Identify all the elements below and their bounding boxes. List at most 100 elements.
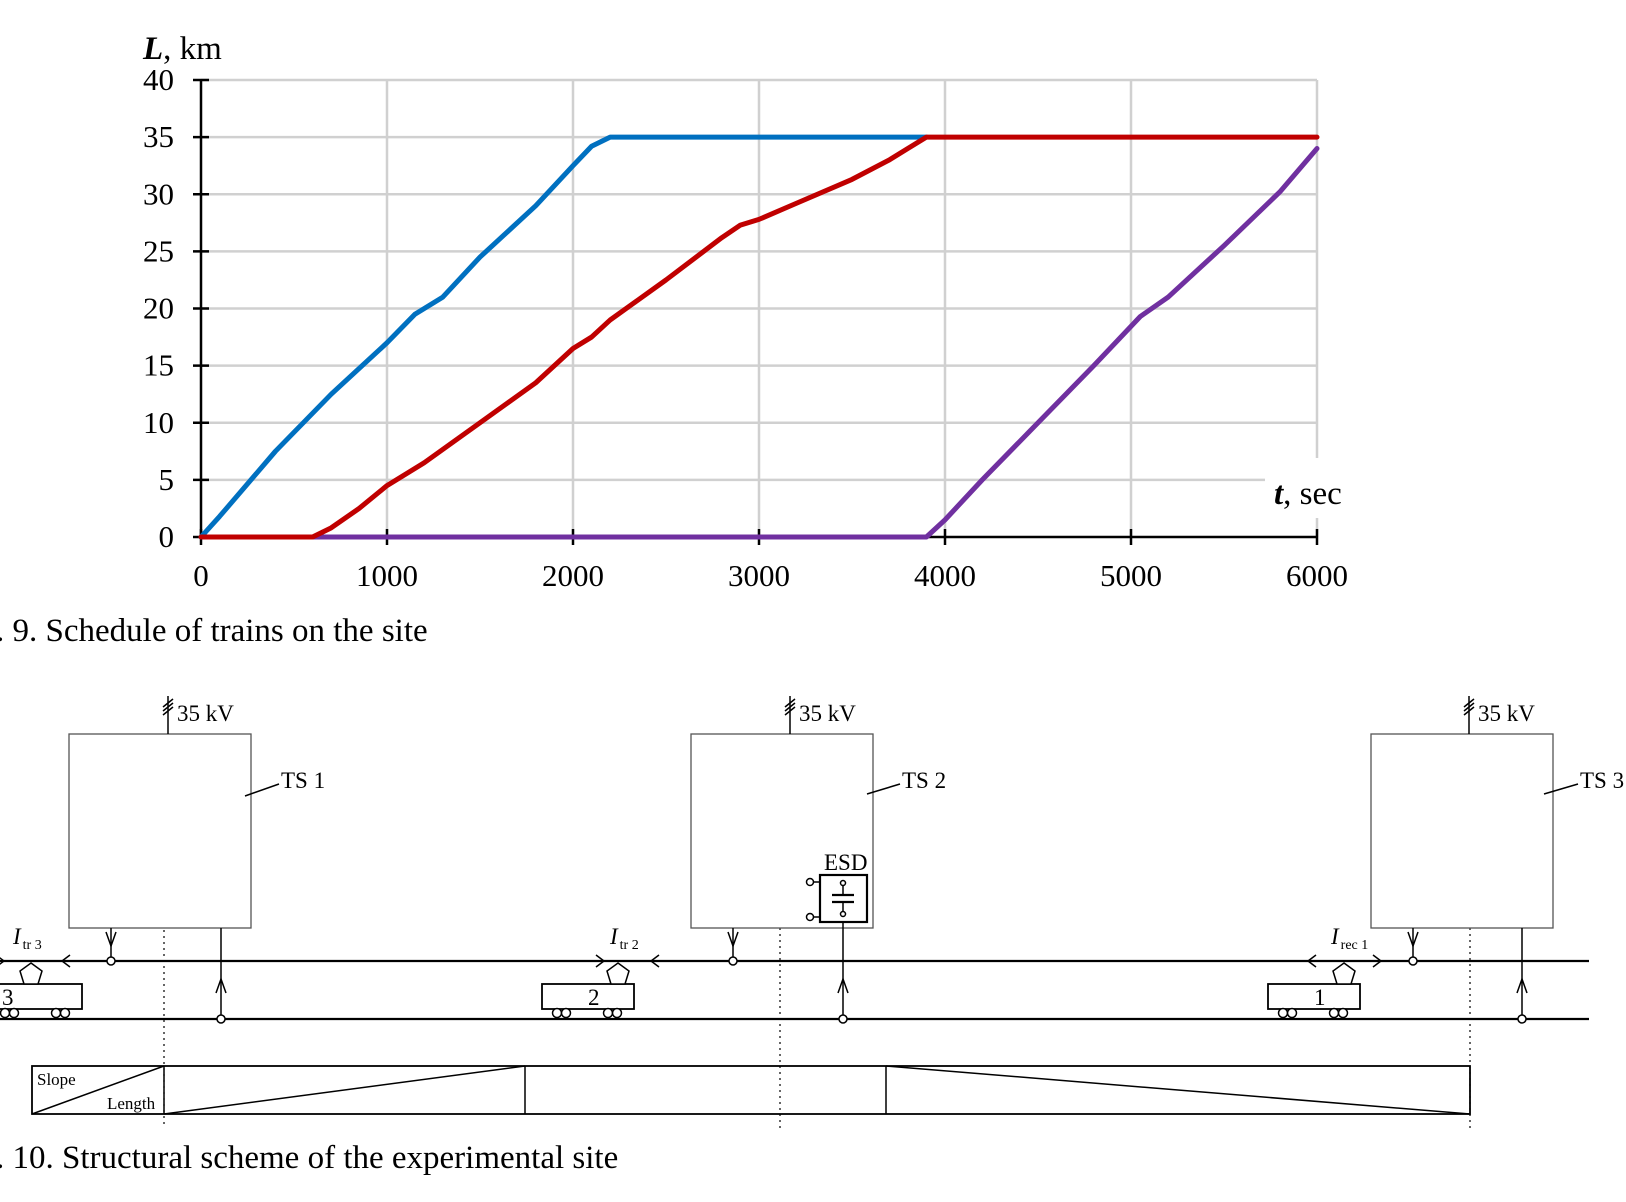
current-arrow-left-icon: [1306, 954, 1317, 968]
substation-label: TS 1: [281, 768, 325, 793]
wheel: [1337, 1007, 1349, 1019]
node: [106, 956, 116, 966]
x-axis-unit: , sec: [1283, 476, 1342, 512]
series-line-0: [198, 134, 929, 540]
node: [728, 956, 738, 966]
y-tick-label: 5: [159, 462, 175, 497]
wheel: [602, 1007, 614, 1019]
figure-9-caption: . 9. Schedule of trains on the site: [0, 613, 428, 649]
leader-line: [866, 783, 901, 795]
x-tick-label: 5000: [1100, 558, 1162, 593]
current-arrow-right-icon: [595, 954, 606, 968]
wheel: [1328, 1007, 1340, 1019]
slope-downhill: [885, 1065, 1471, 1115]
train-schedule-chart: 0 1000 2000 3000 4000 5000 6000 0 5 10 15 20 25 30 35 4…: [142, 31, 1348, 593]
wheel: [611, 1007, 623, 1019]
wheel: [560, 1007, 572, 1019]
train-number: 2: [588, 985, 600, 1010]
voltage-label: 35 kV: [1478, 701, 1535, 726]
arrow-up-icon: [837, 976, 849, 994]
x-axis-label: t, sec: [1274, 476, 1342, 512]
train-body: [541, 983, 635, 1010]
x-tick-label: 4000: [914, 558, 976, 593]
current-symbol: I: [609, 924, 619, 949]
traction-substation: 35 kV TS 3: [1370, 696, 1624, 1024]
substation-box: [1370, 733, 1554, 929]
header-diagonal: [31, 1065, 165, 1115]
node: [838, 1014, 848, 1024]
y-tick-label: 0: [159, 519, 175, 554]
leader-line: [244, 783, 280, 797]
x-tick-label: 6000: [1286, 558, 1348, 593]
wheel: [551, 1007, 563, 1019]
three-phase-icon: [784, 698, 796, 716]
train-number: 1: [1314, 985, 1326, 1010]
x-axis-symbol: t: [1274, 476, 1284, 512]
y-tick-label: 35: [143, 119, 174, 154]
wheel: [50, 1007, 62, 1019]
pantograph-icon: [1332, 962, 1356, 985]
traction-substation: 35 kV TS 2: [690, 696, 946, 1024]
current-subscript: rec 1: [1341, 938, 1369, 953]
structural-scheme: 35 kV TS 1 35 kV TS 2 35 kV TS 3 ESD 3 I tr 3 2 I…: [0, 696, 1624, 1130]
wheel: [1286, 1007, 1298, 1019]
slope-header: Slope: [37, 1070, 76, 1089]
y-tick-label: 25: [143, 233, 174, 268]
capacitor-icon: [832, 879, 854, 918]
series-line-1: [310, 146, 1320, 540]
train: 3 I tr 3: [0, 924, 83, 1019]
wheel: [59, 1007, 71, 1019]
arrow-up-icon: [215, 976, 227, 994]
arrow-up-icon: [1516, 976, 1528, 994]
node: [1517, 1014, 1527, 1024]
voltage-label: 35 kV: [799, 701, 856, 726]
arrow-down-icon: [105, 931, 117, 949]
traction-substation: 35 kV TS 1: [68, 696, 325, 1024]
axis-ticks: 0 1000 2000 3000 4000 5000 6000 0 5 10 15 20 25 30 35 4…: [143, 62, 1348, 593]
current-arrow-left-icon: [649, 954, 660, 968]
length-header: Length: [107, 1094, 156, 1113]
substation-label: TS 2: [902, 768, 946, 793]
train: 1 I rec 1: [1267, 924, 1383, 1019]
y-axis-symbol: L: [142, 31, 163, 67]
slope-profile-table: [31, 1065, 1471, 1115]
node: [1408, 956, 1418, 966]
current-symbol: I: [1330, 924, 1340, 949]
current-subscript: tr 2: [620, 938, 639, 953]
y-tick-label: 40: [143, 62, 174, 97]
current-arrow-right-icon: [1372, 954, 1383, 968]
y-tick-label: 30: [143, 176, 174, 211]
figure-10-caption: . 10. Structural scheme of the experimen…: [0, 1140, 618, 1176]
x-tick-label: 0: [193, 558, 209, 593]
esd-terminals: [805, 877, 820, 922]
y-tick-label: 15: [143, 348, 174, 383]
voltage-label: 35 kV: [177, 701, 234, 726]
train-number: 3: [2, 985, 14, 1010]
y-axis-unit: , km: [163, 31, 222, 67]
train-body: [1267, 983, 1361, 1010]
esd-label: ESD: [824, 850, 867, 875]
node: [216, 1014, 226, 1024]
wheel: [1277, 1007, 1289, 1019]
current-symbol: I: [12, 924, 22, 949]
wheel: [8, 1007, 20, 1019]
train-body: [0, 983, 83, 1010]
y-axis-label: L, km: [142, 31, 222, 67]
x-tick-label: 1000: [356, 558, 418, 593]
wheel: [0, 1007, 11, 1019]
substation-box: [68, 733, 252, 929]
three-phase-icon: [162, 698, 174, 716]
current-arrow-left-icon: [60, 954, 71, 968]
arrow-down-icon: [1407, 931, 1419, 949]
train: 2 I tr 2: [541, 924, 660, 1019]
x-tick-label: 3000: [728, 558, 790, 593]
current-subscript: tr 3: [23, 938, 42, 953]
y-tick-label: 20: [143, 291, 174, 326]
current-arrow-right-icon: [0, 957, 6, 965]
leader-line: [1543, 783, 1579, 795]
arrow-down-icon: [727, 931, 739, 949]
